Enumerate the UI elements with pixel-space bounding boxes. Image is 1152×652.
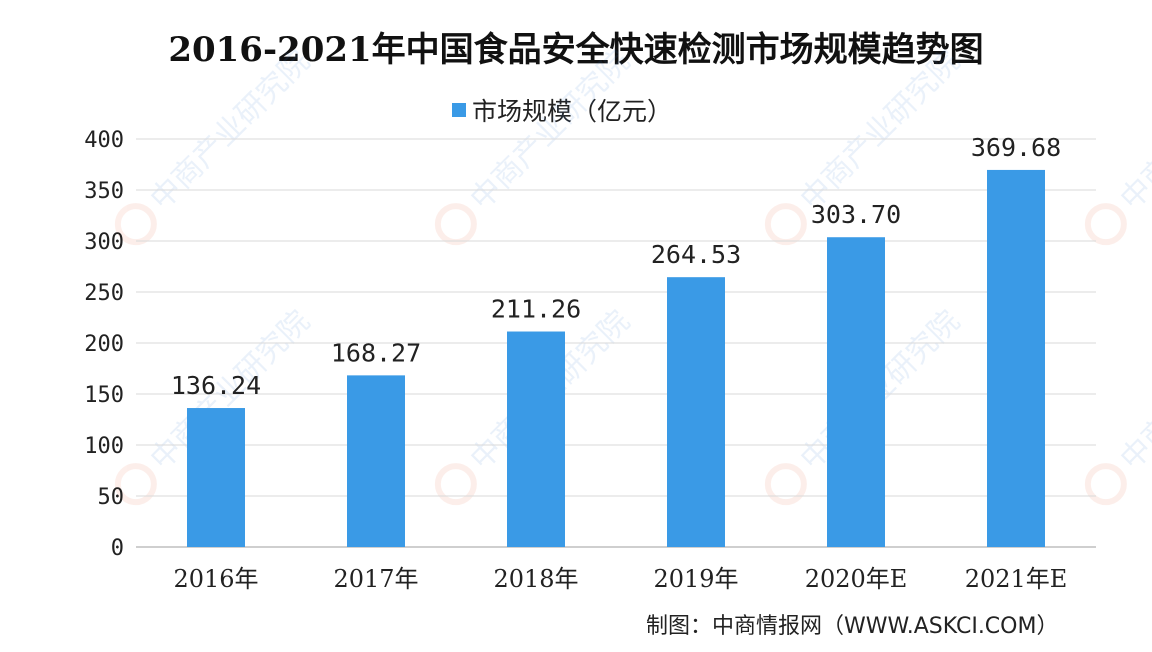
- bar: [987, 169, 1045, 548]
- watermark: 中商产业研究院: [1084, 44, 1152, 246]
- watermark: 中商产业研究院: [114, 44, 317, 246]
- data-label: 303.70: [811, 200, 901, 229]
- y-tick-label: 50: [98, 485, 125, 510]
- x-tick-label: 2018年: [493, 565, 578, 593]
- svg-text:中商产业研究院: 中商产业研究院: [464, 44, 637, 217]
- data-label: 168.27: [331, 338, 421, 367]
- legend-label: 市场规模（亿元）: [472, 97, 673, 126]
- y-tick-label: 150: [84, 383, 124, 408]
- svg-text:中商产业研究院: 中商产业研究院: [144, 44, 317, 217]
- legend-swatch: [452, 103, 466, 117]
- bar-series: [187, 169, 1045, 548]
- x-tick-label: 2019年: [653, 565, 738, 593]
- data-label: 211.26: [491, 295, 581, 324]
- svg-text:中商产业研究院: 中商产业研究院: [1114, 304, 1152, 477]
- source-credit: 制图：中商情报网（WWW.ASKCI.COM）: [646, 614, 1059, 639]
- bar: [827, 237, 885, 547]
- x-tick-label: 2021年E: [965, 565, 1068, 593]
- bar: [667, 277, 725, 547]
- data-labels: 136.24 168.27 211.26 264.53 303.70 369.68: [171, 133, 1061, 400]
- x-tick-label: 2016年: [173, 565, 258, 593]
- y-tick-label: 0: [111, 536, 124, 561]
- bar: [187, 408, 245, 547]
- bar: [507, 331, 565, 547]
- chart-legend: 市场规模（亿元）: [452, 95, 673, 126]
- bar: [347, 375, 405, 547]
- data-label: 264.53: [651, 240, 741, 269]
- grid-lines: [136, 138, 1096, 548]
- y-tick-label: 200: [84, 332, 124, 357]
- watermark: 中商产业研究院: [434, 44, 637, 246]
- y-axis: 0 50 100 150 200 250 300 350 400: [84, 128, 124, 561]
- x-axis: 2016年 2017年 2018年 2019年 2020年E 2021年E: [173, 565, 1067, 593]
- y-tick-label: 100: [84, 434, 124, 459]
- data-label: 369.68: [971, 133, 1061, 162]
- watermark: 中商产业研究院: [1084, 304, 1152, 506]
- svg-text:中商产业研究院: 中商产业研究院: [794, 44, 967, 217]
- y-tick-label: 350: [84, 179, 124, 204]
- y-tick-label: 300: [84, 230, 124, 255]
- x-tick-label: 2017年: [333, 565, 418, 593]
- y-tick-label: 250: [84, 281, 124, 306]
- x-tick-label: 2020年E: [805, 565, 908, 593]
- svg-text:中商产业研究院: 中商产业研究院: [1114, 44, 1152, 217]
- chart-title: 2016-2021年中国食品安全快速检测市场规模趋势图: [168, 30, 984, 70]
- data-label: 136.24: [171, 371, 261, 400]
- y-tick-label: 400: [84, 128, 124, 153]
